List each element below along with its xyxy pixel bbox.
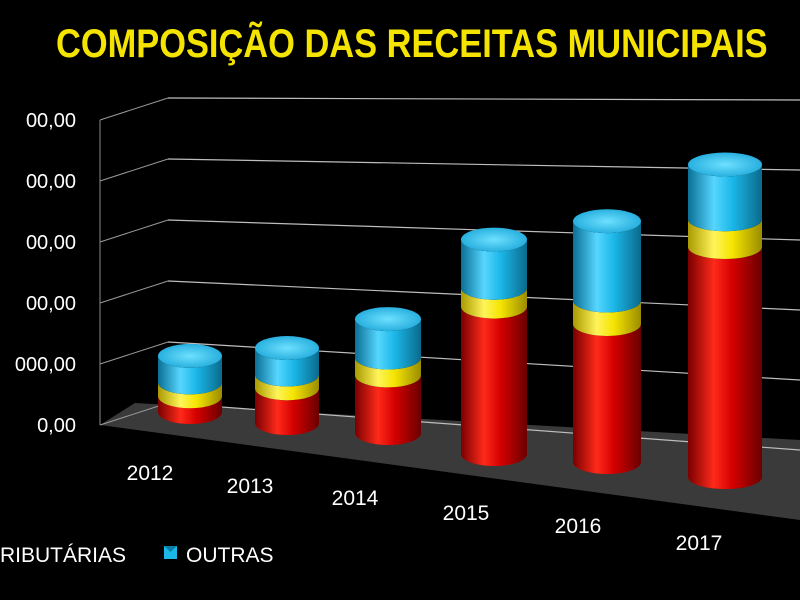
gridline — [167, 97, 800, 101]
legend-label: RIBUTÁRIAS — [0, 544, 126, 567]
x-tick-label: 2015 — [443, 502, 490, 525]
y-tick-label: 0,00 — [37, 415, 76, 437]
bar-series0-2014 — [355, 375, 421, 445]
legend-swatch-shade — [164, 546, 177, 552]
bar-series0-2013 — [255, 388, 319, 435]
bar-top-cap — [158, 343, 222, 368]
gridline-depth — [99, 402, 169, 426]
bar-ributárias-2016 — [573, 300, 641, 336]
x-tick-label: 2013 — [227, 475, 274, 498]
bar-stack-2015 — [461, 227, 527, 466]
legend-label: OUTRAS — [186, 544, 274, 567]
y-tick-label: 000,00 — [15, 354, 76, 376]
bar-stack-2017 — [688, 152, 762, 489]
legend-swatch-outras — [164, 546, 177, 559]
y-tick-label: 00,00 — [26, 171, 76, 193]
bar-outras-2014 — [355, 319, 421, 370]
bar-ributárias-2012 — [158, 382, 222, 409]
y-tick-label: 00,00 — [26, 232, 76, 254]
y-tick-label: 00,00 — [26, 110, 76, 132]
x-tick-label: 2016 — [555, 515, 602, 538]
x-tick-label: 2014 — [332, 487, 379, 510]
bar-ributárias-2017 — [688, 219, 762, 260]
bar-top-cap — [255, 336, 319, 361]
bar-outras-2015 — [461, 239, 527, 300]
gridline-depth — [99, 219, 169, 243]
bar-stack-2016 — [573, 209, 641, 474]
bar-top-cap — [688, 152, 762, 177]
bar-outras-2016 — [573, 221, 641, 313]
bar-outras-2013 — [255, 348, 319, 387]
gridline-depth — [99, 158, 169, 182]
bar-stack-2014 — [355, 307, 421, 445]
bar-series0-2012 — [158, 396, 222, 424]
bar-ributárias-2014 — [355, 357, 421, 388]
bar-series0-2016 — [573, 324, 641, 474]
bar-top-cap — [461, 227, 527, 252]
y-tick-label: 00,00 — [26, 293, 76, 315]
bar-stack-2013 — [255, 336, 319, 435]
bar-top-cap — [573, 209, 641, 234]
bar-outras-2017 — [688, 164, 762, 232]
bar-outras-2012 — [158, 355, 222, 395]
bar-series0-2015 — [461, 306, 527, 466]
bar-stack-2012 — [158, 343, 222, 424]
gridline-depth — [99, 341, 169, 365]
gridline-depth — [99, 97, 169, 121]
x-tick-label: 2012 — [127, 462, 174, 485]
bar-ributárias-2015 — [461, 287, 527, 319]
x-tick-label: 2017 — [676, 532, 723, 555]
gridline-depth — [99, 280, 169, 304]
bar-series0-2017 — [688, 247, 762, 489]
bar-top-cap — [355, 307, 421, 332]
bar-ributárias-2013 — [255, 374, 319, 401]
chart-title: COMPOSIÇÃO DAS RECEITAS MUNICIPAIS — [56, 22, 768, 66]
